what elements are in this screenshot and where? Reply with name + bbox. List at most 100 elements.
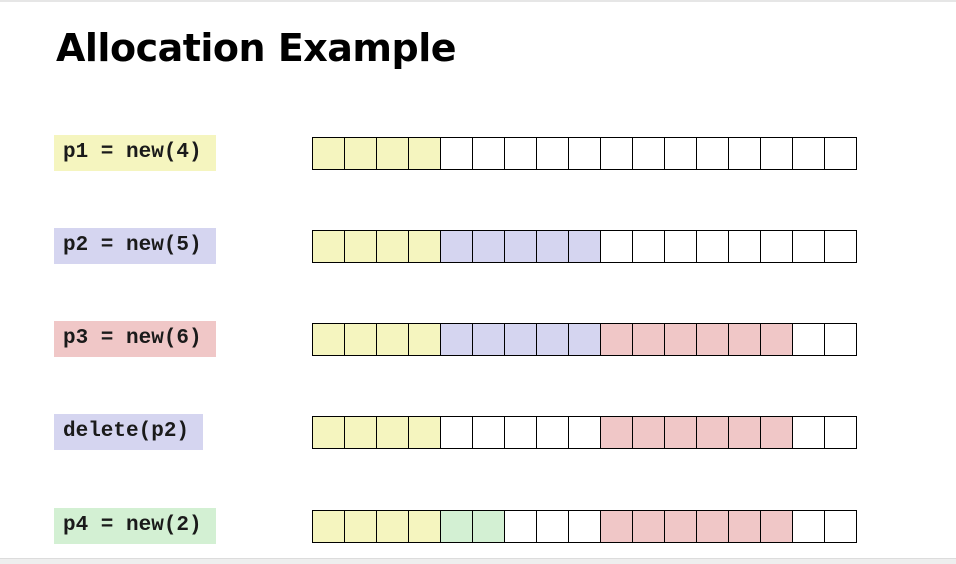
free-cell <box>569 511 601 543</box>
bottom-rule <box>0 558 956 564</box>
p1-cell <box>345 231 377 263</box>
free-cell <box>793 511 825 543</box>
free-cell <box>697 138 729 170</box>
p3-cell <box>633 417 665 449</box>
code-label: p4 = new(2) <box>54 508 216 544</box>
free-cell <box>825 417 857 449</box>
p1-cell <box>313 417 345 449</box>
p2-cell <box>505 324 537 356</box>
free-cell <box>537 511 569 543</box>
free-cell <box>569 138 601 170</box>
free-cell <box>761 231 793 263</box>
slide-title: Allocation Example <box>56 26 457 70</box>
free-cell <box>505 138 537 170</box>
allocation-step: p4 = new(2) <box>0 506 956 546</box>
p1-cell <box>409 231 441 263</box>
p3-cell <box>729 324 761 356</box>
p3-cell <box>665 417 697 449</box>
p2-cell <box>505 231 537 263</box>
p3-cell <box>633 511 665 543</box>
p1-cell <box>409 324 441 356</box>
heap-block-row <box>312 137 857 170</box>
p3-cell <box>729 417 761 449</box>
free-cell <box>825 138 857 170</box>
allocation-step: p1 = new(4) <box>0 133 956 173</box>
p3-cell <box>601 324 633 356</box>
top-rule <box>0 0 956 2</box>
free-cell <box>825 231 857 263</box>
p1-cell <box>377 231 409 263</box>
p2-cell <box>441 231 473 263</box>
p1-cell <box>377 511 409 543</box>
free-cell <box>793 417 825 449</box>
p4-cell <box>473 511 505 543</box>
free-cell <box>665 138 697 170</box>
code-label: p2 = new(5) <box>54 228 216 264</box>
code-label: p3 = new(6) <box>54 321 216 357</box>
p3-cell <box>665 324 697 356</box>
free-cell <box>601 138 633 170</box>
allocation-step: p2 = new(5) <box>0 226 956 266</box>
free-cell <box>441 417 473 449</box>
p1-cell <box>345 511 377 543</box>
heap-block-row <box>312 230 857 263</box>
p1-cell <box>409 511 441 543</box>
p1-cell <box>377 324 409 356</box>
free-cell <box>793 324 825 356</box>
free-cell <box>473 417 505 449</box>
free-cell <box>729 138 761 170</box>
p3-cell <box>601 511 633 543</box>
p2-cell <box>441 324 473 356</box>
p1-cell <box>409 138 441 170</box>
free-cell <box>537 138 569 170</box>
p3-cell <box>601 417 633 449</box>
p1-cell <box>313 324 345 356</box>
free-cell <box>825 324 857 356</box>
p2-cell <box>569 231 601 263</box>
p3-cell <box>697 324 729 356</box>
p1-cell <box>409 417 441 449</box>
p3-cell <box>633 324 665 356</box>
free-cell <box>729 231 761 263</box>
allocation-step: delete(p2) <box>0 412 956 452</box>
heap-block-row <box>312 323 857 356</box>
code-label: p1 = new(4) <box>54 135 216 171</box>
p4-cell <box>441 511 473 543</box>
free-cell <box>665 231 697 263</box>
free-cell <box>537 417 569 449</box>
p2-cell <box>473 324 505 356</box>
p1-cell <box>313 138 345 170</box>
p3-cell <box>761 511 793 543</box>
p2-cell <box>537 231 569 263</box>
p1-cell <box>345 417 377 449</box>
free-cell <box>697 231 729 263</box>
free-cell <box>633 138 665 170</box>
free-cell <box>505 417 537 449</box>
free-cell <box>761 138 793 170</box>
p2-cell <box>473 231 505 263</box>
p3-cell <box>761 324 793 356</box>
free-cell <box>793 138 825 170</box>
allocation-step: p3 = new(6) <box>0 319 956 359</box>
p3-cell <box>665 511 697 543</box>
heap-block-row <box>312 416 857 449</box>
p1-cell <box>313 511 345 543</box>
p1-cell <box>313 231 345 263</box>
p2-cell <box>537 324 569 356</box>
free-cell <box>825 511 857 543</box>
p1-cell <box>345 138 377 170</box>
free-cell <box>793 231 825 263</box>
free-cell <box>505 511 537 543</box>
p3-cell <box>729 511 761 543</box>
code-label: delete(p2) <box>54 414 204 450</box>
free-cell <box>569 417 601 449</box>
p1-cell <box>377 417 409 449</box>
p3-cell <box>697 511 729 543</box>
free-cell <box>633 231 665 263</box>
p3-cell <box>761 417 793 449</box>
p1-cell <box>345 324 377 356</box>
free-cell <box>601 231 633 263</box>
p1-cell <box>377 138 409 170</box>
p2-cell <box>569 324 601 356</box>
free-cell <box>473 138 505 170</box>
